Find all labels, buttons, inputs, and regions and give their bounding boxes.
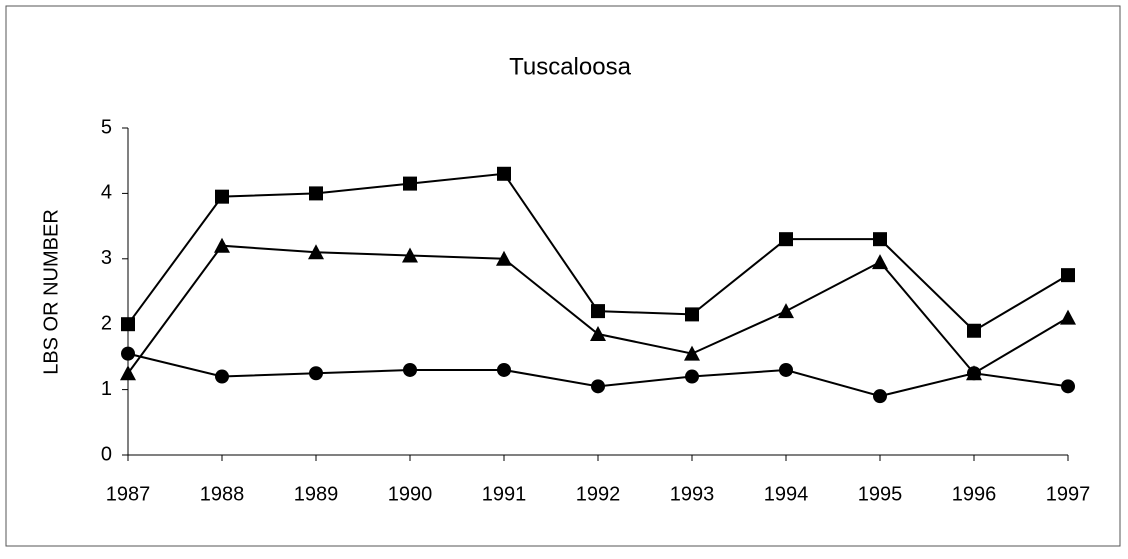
y-tick-label: 4 [101, 182, 112, 204]
marker [872, 254, 888, 270]
y-tick-label: 5 [101, 116, 112, 138]
marker [215, 189, 229, 204]
marker [591, 304, 605, 319]
marker [779, 232, 793, 247]
chart-title: Tuscaloosa [509, 53, 631, 80]
x-tick-label: 1996 [952, 483, 997, 505]
marker [121, 346, 135, 361]
marker [778, 303, 794, 319]
marker [403, 176, 417, 191]
chart-frame [5, 5, 1121, 547]
marker [402, 247, 418, 263]
x-tick-label: 1997 [1046, 483, 1091, 505]
x-tick-label: 1988 [200, 483, 245, 505]
y-tick-label: 0 [101, 443, 112, 465]
marker [1060, 309, 1076, 325]
marker [497, 166, 511, 181]
x-tick-label: 1993 [670, 483, 715, 505]
y-tick-label: 2 [101, 312, 112, 334]
y-tick-label: 1 [101, 378, 112, 400]
marker [497, 362, 511, 377]
marker [685, 369, 699, 384]
marker [967, 366, 981, 381]
x-tick-label: 1991 [482, 483, 527, 505]
marker [779, 362, 793, 377]
marker [496, 250, 512, 266]
x-tick-label: 1995 [858, 483, 903, 505]
marker [873, 389, 887, 404]
x-tick-label: 1992 [576, 483, 621, 505]
marker [590, 326, 606, 342]
marker [967, 323, 981, 338]
marker [403, 362, 417, 377]
marker [308, 244, 324, 260]
marker [309, 366, 323, 381]
x-tick-label: 1994 [764, 483, 809, 505]
y-tick-label: 3 [101, 247, 112, 269]
marker [685, 307, 699, 322]
x-tick-label: 1987 [106, 483, 151, 505]
y-axis-label: LBS OR NUMBER [40, 209, 62, 375]
marker [215, 369, 229, 384]
marker [120, 365, 136, 381]
x-tick-label: 1990 [388, 483, 433, 505]
marker [591, 379, 605, 394]
marker [121, 317, 135, 332]
marker [1061, 268, 1075, 283]
marker [873, 232, 887, 247]
marker [684, 345, 700, 361]
marker [1061, 379, 1075, 394]
x-tick-label: 1989 [294, 483, 339, 505]
marker [309, 186, 323, 201]
marker [214, 237, 230, 253]
